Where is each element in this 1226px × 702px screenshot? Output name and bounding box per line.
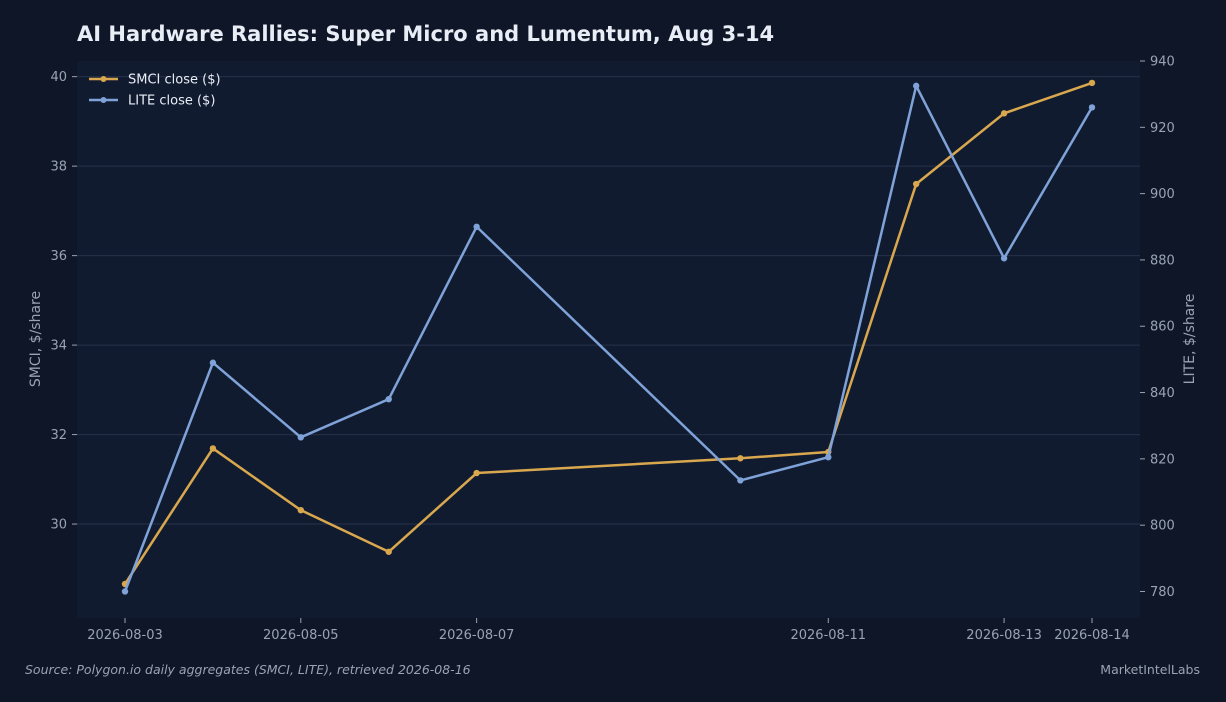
- chart-title: AI Hardware Rallies: Super Micro and Lum…: [77, 22, 774, 46]
- left-tick-label-4: 38: [50, 160, 67, 175]
- x-tick-label-3: 2026-08-11: [790, 628, 866, 643]
- brand-label: MarketIntelLabs: [1100, 662, 1200, 677]
- series-0-point-2: [297, 506, 305, 514]
- series-1-point-8: [1000, 255, 1008, 262]
- series-0-point-5: [737, 455, 744, 462]
- left-tick-label-5: 40: [50, 70, 67, 85]
- right-tick-label-1: 800: [1150, 519, 1175, 534]
- series-1-point-5: [737, 477, 744, 484]
- right-tick-label-4: 860: [1150, 320, 1175, 335]
- legend-label-1: LITE close ($): [128, 94, 215, 109]
- right-tick-label-5: 880: [1150, 253, 1175, 268]
- legend-label-0: SMCI close ($): [128, 73, 221, 88]
- left-tick-label-0: 30: [50, 518, 67, 533]
- series-0-point-8: [1000, 110, 1008, 117]
- x-tick-label-4: 2026-08-13: [966, 628, 1042, 643]
- x-tick-label-5: 2026-08-14: [1054, 628, 1130, 643]
- series-0-point-1: [209, 445, 217, 452]
- left-tick-label-3: 36: [50, 249, 67, 264]
- series-1-point-9: [1088, 104, 1096, 111]
- x-tick-label-2: 2026-08-07: [439, 628, 515, 643]
- x-tick-label-0: 2026-08-03: [87, 628, 163, 643]
- right-tick-label-6: 900: [1150, 187, 1175, 202]
- series-line-1: [123, 84, 1094, 592]
- gridlines: [77, 76, 1140, 525]
- series-0-point-9: [1088, 79, 1096, 87]
- source-note: Source: Polygon.io daily aggregates (SMC…: [25, 662, 471, 677]
- right-tick-label-3: 840: [1150, 386, 1175, 401]
- right-tick-label-7: 920: [1150, 121, 1175, 136]
- series-1-point-1: [209, 359, 217, 366]
- series-1-point-7: [912, 82, 920, 90]
- series-1-point-6: [825, 453, 832, 461]
- plot-area: [77, 61, 1140, 618]
- x-axis-ticks: 2026-08-03 2026-08-05 2026-08-07 2026-08-11…: [87, 618, 1130, 643]
- series-group: [121, 79, 1096, 595]
- left-tick-label-1: 32: [50, 428, 67, 443]
- right-tick-label-0: 780: [1150, 585, 1175, 600]
- right-tick-label-2: 820: [1150, 452, 1175, 467]
- right-tick-label-8: 940: [1150, 55, 1175, 70]
- x-tick-label-1: 2026-08-05: [263, 628, 339, 643]
- y-axis-label-right: LITE, $/share: [1182, 294, 1198, 385]
- legend-marker-0: [100, 76, 107, 82]
- series-1-point-0: [121, 588, 129, 595]
- series-1-point-2: [297, 434, 305, 441]
- legend: SMCI close ($) LITE close ($): [89, 73, 221, 109]
- left-tick-label-2: 34: [50, 339, 67, 354]
- right-axis-ticks: 780 800 820 840 860 880 900 920 940: [1140, 55, 1175, 600]
- legend-marker-1: [100, 97, 107, 103]
- series-line-0: [123, 81, 1093, 585]
- y-axis-label-left: SMCI, $/share: [28, 291, 44, 387]
- series-1-point-4: [473, 223, 480, 230]
- series-1-point-3: [385, 395, 392, 403]
- left-axis-ticks: 30 32 34 36 38 40: [50, 70, 77, 533]
- series-0-point-7: [912, 180, 920, 188]
- series-0-point-3: [385, 548, 392, 555]
- series-0-point-4: [473, 469, 480, 477]
